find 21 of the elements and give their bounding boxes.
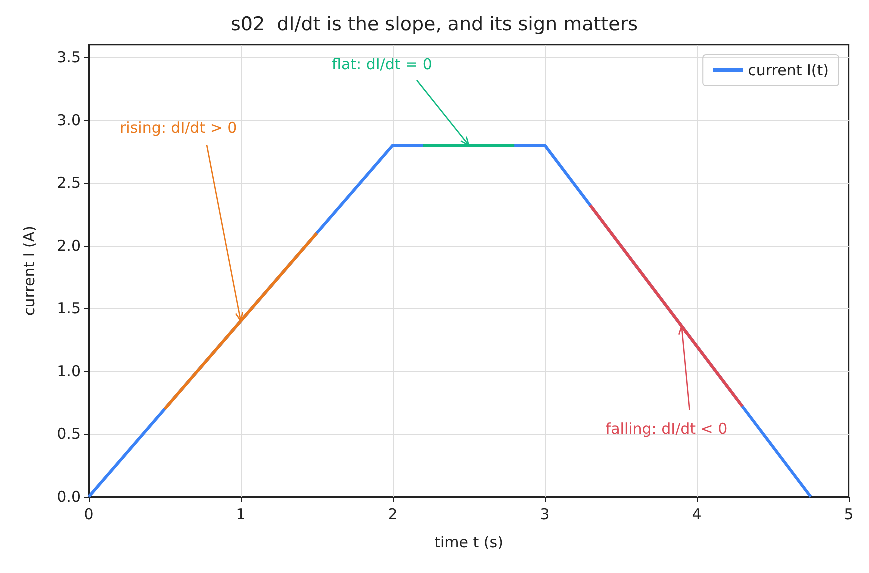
x-tick-label: 4 (692, 506, 702, 524)
annotation: falling: dI/dt < 0 (606, 420, 728, 438)
annotation: rising: dI/dt > 0 (120, 119, 238, 138)
y-tick-label: 3.5 (57, 48, 81, 67)
x-axis-title: time t (s) (434, 534, 504, 552)
y-tick-label: 0.5 (57, 425, 81, 444)
annotation: flat: dI/dt = 0 (332, 55, 432, 74)
y-tick-label: 0.0 (57, 488, 81, 506)
x-tick-label: 3 (540, 506, 550, 524)
x-tick-label: 2 (388, 506, 398, 524)
y-axis-title: current I (A) (20, 226, 38, 316)
y-tick-label: 1.0 (57, 362, 81, 380)
y-tick-label: 2.0 (57, 236, 81, 255)
y-tick-label: 3.0 (57, 111, 81, 130)
legend-label: current I(t) (748, 62, 829, 80)
chart-title: s02 dI/dt is the slope, and its sign matters (230, 14, 638, 36)
x-tick-label: 1 (236, 506, 246, 524)
y-tick-label: 2.5 (57, 174, 81, 192)
y-tick-label: 1.5 (57, 300, 81, 318)
x-tick-label: 5 (844, 506, 854, 524)
x-tick-label: 0 (84, 506, 94, 524)
